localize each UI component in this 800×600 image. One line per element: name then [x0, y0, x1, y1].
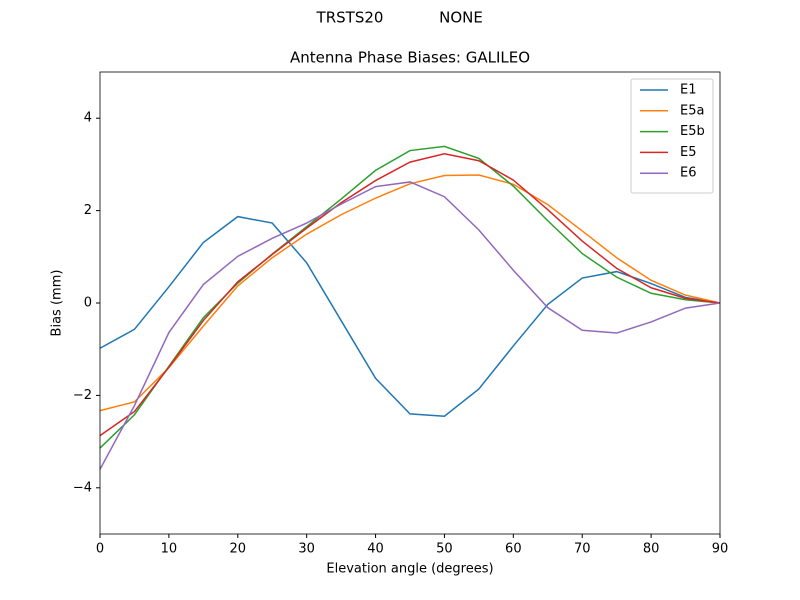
x-tick-label: 10 — [161, 542, 178, 557]
x-tick-label: 60 — [505, 542, 522, 557]
chart-title: Antenna Phase Biases: GALILEO — [290, 49, 530, 67]
legend-label: E1 — [680, 83, 697, 98]
legend-label: E5a — [680, 103, 704, 118]
y-tick-label: −4 — [73, 480, 92, 495]
legend-label: E5 — [680, 145, 697, 160]
plot-frame — [99, 71, 721, 535]
legend-box — [630, 78, 714, 194]
suptitle: NONE — [439, 9, 483, 27]
x-tick-label: 40 — [367, 542, 384, 557]
x-tick-label: 30 — [298, 542, 315, 557]
line-series — [99, 153, 721, 437]
x-tick-label: 20 — [230, 542, 247, 557]
x-axis-label: Elevation angle (degrees) — [326, 562, 493, 577]
x-tick-label: 0 — [96, 542, 104, 557]
x-tick-label: 50 — [436, 542, 453, 557]
legend-label: E5b — [680, 124, 705, 139]
y-tick-label: 4 — [84, 111, 92, 126]
suptitle: TRSTS20 — [316, 9, 384, 27]
line-series — [99, 174, 721, 412]
x-tick-label: 90 — [712, 542, 729, 557]
line-series — [99, 181, 721, 470]
y-axis-label: Bias (mm) — [50, 270, 65, 337]
x-tick-label: 80 — [643, 542, 660, 557]
line-series — [99, 215, 721, 417]
y-tick-label: −2 — [73, 388, 92, 403]
x-tick-label: 70 — [574, 542, 591, 557]
legend-label: E6 — [680, 166, 697, 181]
y-tick-label: 2 — [84, 203, 92, 218]
y-tick-label: 0 — [84, 296, 92, 311]
line-series — [99, 145, 721, 449]
